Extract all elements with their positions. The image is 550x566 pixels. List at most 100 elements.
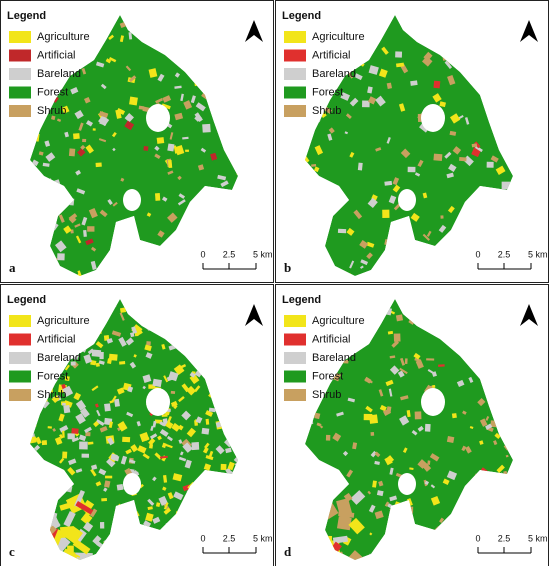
- land-patch: [100, 83, 107, 90]
- land-patch: [493, 440, 498, 446]
- land-patch: [120, 455, 128, 465]
- land-patch: [106, 457, 116, 468]
- land-patch: [402, 447, 408, 453]
- land-patch: [154, 193, 161, 201]
- land-patch: [105, 475, 113, 479]
- legend-swatch: [284, 86, 306, 99]
- land-patch: [74, 109, 84, 120]
- land-patch: [395, 51, 403, 58]
- land-patch: [439, 517, 445, 524]
- land-patch: [422, 233, 430, 241]
- land-patch: [433, 80, 441, 89]
- land-patch: [70, 361, 76, 366]
- north-arrow: [245, 20, 263, 42]
- land-patch: [348, 72, 354, 79]
- land-patch: [446, 470, 458, 481]
- land-patch: [111, 330, 122, 337]
- scale-label: 5 km: [528, 249, 548, 259]
- legend-swatch: [9, 333, 31, 346]
- land-patch: [430, 495, 441, 506]
- land-patch: [419, 123, 429, 133]
- land-patch: [374, 451, 381, 458]
- legend-swatch: [284, 370, 306, 383]
- land-patch: [379, 404, 387, 412]
- land-patch: [202, 447, 209, 454]
- land-patch: [444, 151, 452, 159]
- land-patch: [352, 442, 358, 450]
- land-patch: [346, 469, 354, 478]
- land-patch: [501, 181, 510, 190]
- land-patch: [414, 411, 422, 420]
- land-patch: [158, 495, 168, 506]
- land-patch: [336, 498, 354, 521]
- scale-label: 0: [475, 249, 480, 259]
- land-patch: [220, 463, 227, 471]
- land-patch: [400, 148, 411, 159]
- land-patch: [368, 65, 379, 75]
- land-patch: [111, 395, 117, 403]
- scale-label: 0: [475, 533, 480, 543]
- land-patch: [68, 458, 77, 466]
- map-hole: [421, 388, 445, 416]
- land-patch: [90, 260, 97, 270]
- land-patch: [389, 365, 400, 375]
- land-patch: [154, 145, 160, 152]
- scale-label: 5 km: [528, 533, 548, 543]
- land-patch: [210, 152, 218, 161]
- land-patch: [233, 456, 238, 465]
- land-patch: [133, 354, 137, 358]
- land-patch: [104, 403, 111, 412]
- land-patch: [348, 517, 365, 535]
- land-patch: [389, 355, 396, 359]
- land-patch: [313, 166, 320, 173]
- land-patch: [75, 273, 83, 276]
- land-patch: [178, 456, 187, 462]
- land-patch: [490, 155, 499, 163]
- land-patch: [142, 374, 152, 383]
- land-patch: [392, 184, 401, 193]
- land-patch: [95, 162, 102, 168]
- land-patch: [157, 230, 165, 238]
- land-patch: [146, 341, 151, 346]
- land-patch: [177, 199, 186, 206]
- land-patch: [71, 428, 79, 434]
- land-patch: [316, 422, 322, 427]
- land-patch: [349, 151, 355, 158]
- land-patch: [185, 149, 189, 152]
- land-patch: [359, 240, 369, 249]
- land-patch: [414, 172, 421, 177]
- land-patch: [85, 431, 91, 437]
- map-panel: Legend Agriculture Artificial Bareland Fores…: [275, 284, 549, 566]
- land-patch: [163, 375, 169, 383]
- land-patch: [325, 434, 331, 441]
- legend-label: Forest: [312, 370, 343, 382]
- land-patch: [129, 332, 135, 338]
- land-patch: [166, 435, 173, 442]
- land-patch: [208, 450, 214, 459]
- land-patch: [193, 385, 201, 393]
- land-patch: [78, 122, 84, 131]
- land-patch: [75, 399, 87, 411]
- land-patch: [98, 360, 105, 365]
- land-patch: [347, 397, 356, 403]
- land-patch: [178, 424, 184, 431]
- land-patch: [427, 460, 431, 465]
- land-patch: [440, 215, 444, 219]
- legend-swatch: [284, 389, 306, 401]
- land-patch: [447, 205, 455, 214]
- land-patch: [58, 214, 65, 223]
- land-patch: [367, 96, 377, 105]
- scale-label: 2.5: [223, 249, 236, 259]
- land-patch: [438, 364, 445, 367]
- land-patch: [71, 436, 80, 443]
- land-patch: [157, 73, 165, 82]
- land-patch: [495, 165, 506, 176]
- land-patch: [172, 473, 183, 482]
- land-patch: [51, 115, 56, 121]
- land-patch: [178, 439, 183, 444]
- land-patch: [485, 415, 490, 421]
- legend-label: Artificial: [312, 49, 351, 61]
- land-patch: [395, 314, 404, 322]
- land-patch: [111, 131, 117, 138]
- land-patch: [337, 228, 347, 234]
